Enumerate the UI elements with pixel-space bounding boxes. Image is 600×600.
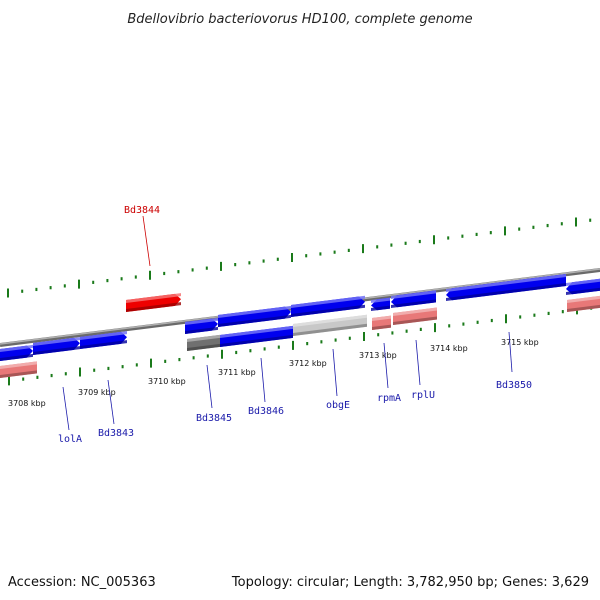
gene-label-bd3843[interactable]: Bd3843 — [98, 379, 134, 439]
kbp-label: 3711 kbp — [218, 368, 256, 377]
genome-stats-text: Topology: circular; Length: 3,782,950 bp… — [231, 575, 589, 590]
gene-arrow[interactable] — [372, 315, 391, 330]
gene-label-bd3844[interactable]: Bd3844 — [124, 205, 160, 267]
gene-label-obge[interactable]: obgE — [326, 348, 350, 411]
gene-arrow[interactable] — [33, 337, 80, 355]
gene-label-bd3845[interactable]: Bd3845 — [196, 364, 232, 424]
gene-arrow[interactable] — [187, 334, 220, 351]
genome-title: Bdellovibrio bacteriovorus HD100, comple… — [127, 12, 472, 27]
kbp-label: 3708 kbp — [8, 399, 46, 408]
gene-arrow[interactable] — [126, 293, 181, 312]
kbp-axis-labels: 3708 kbp 3709 kbp 3710 kbp 3711 kbp 3712… — [8, 338, 539, 408]
gene-label-rpma[interactable]: rpmA — [377, 342, 401, 404]
gene-arrow[interactable] — [371, 297, 390, 311]
gene-arrow[interactable] — [293, 314, 367, 336]
gene-label-text: Bd3850 — [496, 380, 532, 391]
upper-tick-track — [7, 217, 592, 298]
gene-arrow[interactable] — [567, 295, 600, 312]
gene-label-text: rpmA — [377, 393, 401, 404]
gene-arrow[interactable] — [446, 274, 566, 301]
gene-arrow[interactable] — [391, 290, 436, 308]
gene-label-rplu[interactable]: rplU — [411, 339, 435, 401]
kbp-label: 3712 kbp — [289, 359, 327, 368]
kbp-label: 3714 kbp — [430, 344, 468, 353]
gene-label-bd3850[interactable]: Bd3850 — [496, 331, 532, 391]
gene-arrow[interactable] — [566, 278, 600, 295]
gene-label-text: lolA — [58, 434, 82, 445]
kbp-label: 3710 kbp — [148, 377, 186, 386]
gene-arrow[interactable] — [185, 317, 218, 334]
gene-label-layer: Bd3844 lolA Bd3843 Bd3845 Bd3846 obgE rp… — [58, 205, 532, 445]
gene-track[interactable] — [0, 274, 600, 378]
kbp-label: 3715 kbp — [501, 338, 539, 347]
gene-label-text: Bd3844 — [124, 205, 160, 216]
gene-arrow[interactable] — [393, 307, 437, 326]
kbp-label: 3709 kbp — [78, 388, 116, 397]
accession-text: Accession: NC_005363 — [8, 575, 156, 590]
gene-arrow[interactable] — [218, 305, 291, 327]
gene-label-text: Bd3845 — [196, 413, 232, 424]
gene-label-text: obgE — [326, 400, 350, 411]
kbp-label: 3713 kbp — [359, 351, 397, 360]
gene-label-lola[interactable]: lolA — [58, 386, 82, 445]
gene-arrow[interactable] — [220, 325, 293, 347]
gene-arrow[interactable] — [0, 361, 37, 378]
gene-arrow[interactable] — [0, 344, 33, 361]
gene-arrow[interactable] — [80, 331, 127, 349]
gene-label-text: Bd3843 — [98, 428, 134, 439]
gene-arrow[interactable] — [291, 295, 365, 317]
gene-label-bd3846[interactable]: Bd3846 — [248, 357, 284, 417]
gene-label-text: Bd3846 — [248, 406, 284, 417]
gene-label-text: rplU — [411, 390, 435, 401]
